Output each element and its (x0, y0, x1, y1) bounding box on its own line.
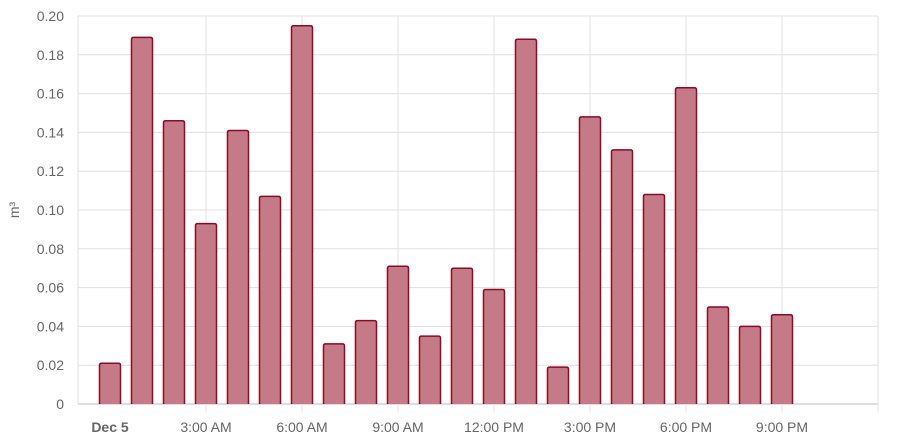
bar[interactable] (674, 87, 698, 404)
bar[interactable] (194, 222, 218, 404)
y-tick-label: 0.04 (37, 318, 64, 334)
y-tick-label: 0.12 (37, 163, 64, 179)
y-tick-label: 0.18 (37, 47, 64, 63)
bar[interactable] (98, 362, 122, 404)
bar[interactable] (482, 288, 506, 404)
bars (98, 24, 794, 404)
bar[interactable] (258, 195, 282, 404)
y-tick-label: 0.08 (37, 241, 64, 257)
x-tick-label: 3:00 PM (564, 419, 616, 435)
bar[interactable] (162, 120, 186, 404)
y-tick-label: 0.16 (37, 86, 64, 102)
x-tick-label: 9:00 AM (372, 419, 423, 435)
bar[interactable] (386, 265, 410, 404)
x-tick-label: 3:00 AM (180, 419, 231, 435)
y-tick-label: 0.06 (37, 280, 64, 296)
bar[interactable] (642, 193, 666, 404)
y-tick-label: 0.20 (37, 8, 64, 24)
bar[interactable] (546, 366, 570, 404)
bar[interactable] (514, 38, 538, 404)
x-tick-label: 6:00 PM (660, 419, 712, 435)
y-tick-label: 0.10 (37, 202, 64, 218)
bar[interactable] (738, 325, 762, 404)
bar[interactable] (226, 129, 250, 404)
bar[interactable] (322, 343, 346, 404)
x-tick-label: 12:00 PM (464, 419, 524, 435)
y-tick-label: 0.02 (37, 357, 64, 373)
bar[interactable] (770, 314, 794, 404)
bar[interactable] (578, 116, 602, 404)
x-tick-label: 9:00 PM (756, 419, 808, 435)
y-tick-label: 0 (56, 396, 64, 412)
x-tick-label: 6:00 AM (276, 419, 327, 435)
y-axis-ticks: 0 0.02 0.04 0.06 0.08 0.10 0.12 0.14 0.16 0.18 0.2… (37, 8, 64, 412)
x-tick-label: Dec 5 (91, 419, 129, 435)
bar[interactable] (706, 306, 730, 404)
bar[interactable] (610, 149, 634, 404)
y-axis-label: m³ (6, 202, 22, 219)
bar[interactable] (354, 319, 378, 404)
bar[interactable] (418, 335, 442, 404)
bar[interactable] (290, 24, 314, 404)
bar[interactable] (130, 36, 154, 404)
x-axis-ticks: Dec 5 3:00 AM 6:00 AM 9:00 AM 12:00 PM 3:00 P… (91, 419, 808, 435)
bar[interactable] (450, 267, 474, 404)
y-tick-label: 0.14 (37, 124, 64, 140)
